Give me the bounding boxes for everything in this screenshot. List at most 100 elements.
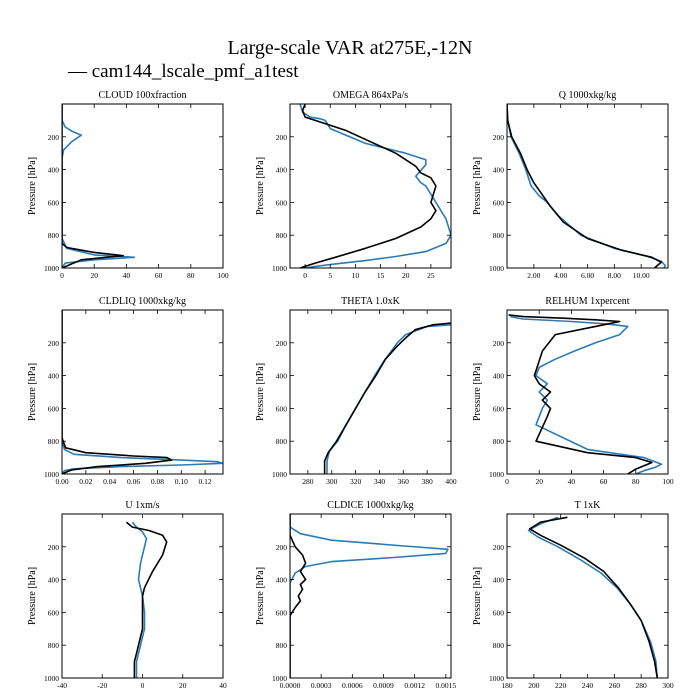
y-tick-label: 800 [493, 641, 505, 650]
x-tick-label: 280 [636, 681, 648, 690]
y-tick-label: 200 [276, 543, 288, 552]
plot-frame [61, 103, 224, 269]
y-tick-label: 400 [48, 166, 60, 175]
panel-title: T 1xK [575, 500, 601, 511]
x-tick-label: 0.0003 [311, 681, 332, 690]
series-line [507, 104, 663, 268]
chart-panel: CLDICE 1000xkg/kg Pressure [hPa] 0.0000 0.0… [255, 500, 456, 690]
y-tick-label: 600 [48, 608, 60, 617]
panel-title: RELHUM 1xpercent [545, 296, 629, 307]
y-tick-label: 1000 [489, 674, 504, 683]
y-axis-label: Pressure [hPa] [255, 157, 266, 215]
y-axis-label: Pressure [hPa] [27, 567, 38, 625]
series-line [326, 324, 451, 474]
x-tick-label: 20 [402, 271, 410, 280]
x-tick-label: 0 [60, 271, 64, 280]
x-tick-label: 80 [632, 477, 640, 486]
y-axis-label: Pressure [hPa] [255, 363, 266, 421]
x-tick-label: 260 [609, 681, 621, 690]
y-tick-label: 600 [48, 404, 60, 413]
x-tick-label: -20 [97, 681, 107, 690]
series-line [299, 104, 451, 268]
x-tick-label: 0 [141, 681, 145, 690]
y-tick-label: 200 [48, 339, 60, 348]
plot-frame [289, 103, 452, 269]
y-tick-label: 800 [276, 641, 288, 650]
y-axis-label: Pressure [hPa] [472, 567, 483, 625]
panel-title: CLDICE 1000xkg/kg [327, 500, 413, 511]
y-tick-label: 400 [48, 576, 60, 585]
y-tick-label: 1000 [44, 470, 59, 479]
x-tick-label: 0.0015 [435, 681, 456, 690]
chart-panel: Q 1000xkg/kg Pressure [hPa] 2.00 4.00 6.00 8.… [472, 90, 669, 280]
x-tick-label: 0.06 [127, 477, 140, 486]
series-line [510, 315, 663, 474]
x-tick-label: 60 [155, 271, 163, 280]
series-line [528, 516, 659, 678]
y-tick-label: 600 [493, 608, 505, 617]
x-tick-label: 300 [662, 681, 674, 690]
chart-panel: T 1xK Pressure [hPa] 180 200 220 240 260 280 300… [472, 500, 674, 690]
panel-title: THETA 1.0xK [341, 296, 400, 307]
plot-frame [506, 309, 669, 475]
y-tick-label: 200 [493, 339, 505, 348]
y-tick-label: 200 [493, 133, 505, 142]
x-tick-label: 4.00 [554, 271, 567, 280]
chart-panel: THETA 1.0xK Pressure [hPa] 280 300 320 340 360… [255, 296, 457, 486]
y-tick-label: 200 [48, 133, 60, 142]
x-tick-label: 25 [427, 271, 435, 280]
plot-frame [289, 513, 452, 679]
y-tick-label: 400 [493, 166, 505, 175]
x-tick-label: 40 [568, 477, 576, 486]
panel-title: U 1xm/s [125, 500, 159, 511]
y-tick-label: 800 [48, 231, 60, 240]
y-tick-label: 1000 [44, 674, 59, 683]
series-line [62, 310, 223, 474]
plot-frame [506, 513, 669, 679]
series-line [125, 521, 168, 678]
series-line [527, 516, 659, 678]
x-tick-label: 15 [377, 271, 385, 280]
y-axis-label: Pressure [hPa] [27, 157, 38, 215]
y-tick-label: 600 [48, 198, 60, 207]
series-line [131, 521, 148, 678]
x-tick-label: 200 [528, 681, 540, 690]
x-tick-label: 380 [422, 477, 434, 486]
y-tick-label: 400 [276, 576, 288, 585]
x-tick-label: 0.08 [151, 477, 164, 486]
x-tick-label: 340 [374, 477, 386, 486]
series-line [507, 104, 667, 268]
y-axis-label: Pressure [hPa] [472, 363, 483, 421]
x-tick-label: 10.00 [633, 271, 650, 280]
y-tick-label: 800 [493, 437, 505, 446]
y-tick-label: 1000 [489, 470, 504, 479]
x-tick-label: 8.00 [608, 271, 621, 280]
panel-title: OMEGA 864xPa/s [333, 90, 408, 101]
y-tick-label: 200 [276, 133, 288, 142]
y-tick-label: 400 [493, 372, 505, 381]
x-tick-label: 2.00 [527, 271, 540, 280]
legend-entry: — cam144_lscale_pmf_a1test [67, 61, 299, 82]
y-tick-label: 200 [493, 543, 505, 552]
series-line [290, 514, 307, 678]
y-tick-label: 800 [48, 437, 60, 446]
y-tick-label: 600 [276, 404, 288, 413]
x-tick-label: 6.00 [581, 271, 594, 280]
y-tick-label: 800 [493, 231, 505, 240]
y-tick-label: 1000 [272, 470, 287, 479]
y-tick-label: 200 [48, 543, 60, 552]
x-tick-label: 0.00 [55, 477, 68, 486]
panel-grid: CLOUD 100xfraction Pressure [hPa] 0 20 40 60 8… [27, 90, 674, 690]
x-tick-label: 20 [179, 681, 187, 690]
y-tick-label: 800 [276, 231, 288, 240]
series-line [323, 322, 451, 474]
x-tick-label: 0.12 [199, 477, 212, 486]
x-tick-label: 400 [445, 477, 457, 486]
x-tick-label: 100 [662, 477, 674, 486]
plot-frame [61, 309, 224, 475]
y-tick-label: 400 [493, 576, 505, 585]
x-tick-label: 0.0009 [373, 681, 394, 690]
x-tick-label: 0.10 [175, 477, 188, 486]
y-tick-label: 1000 [272, 674, 287, 683]
x-tick-label: 40 [219, 681, 227, 690]
